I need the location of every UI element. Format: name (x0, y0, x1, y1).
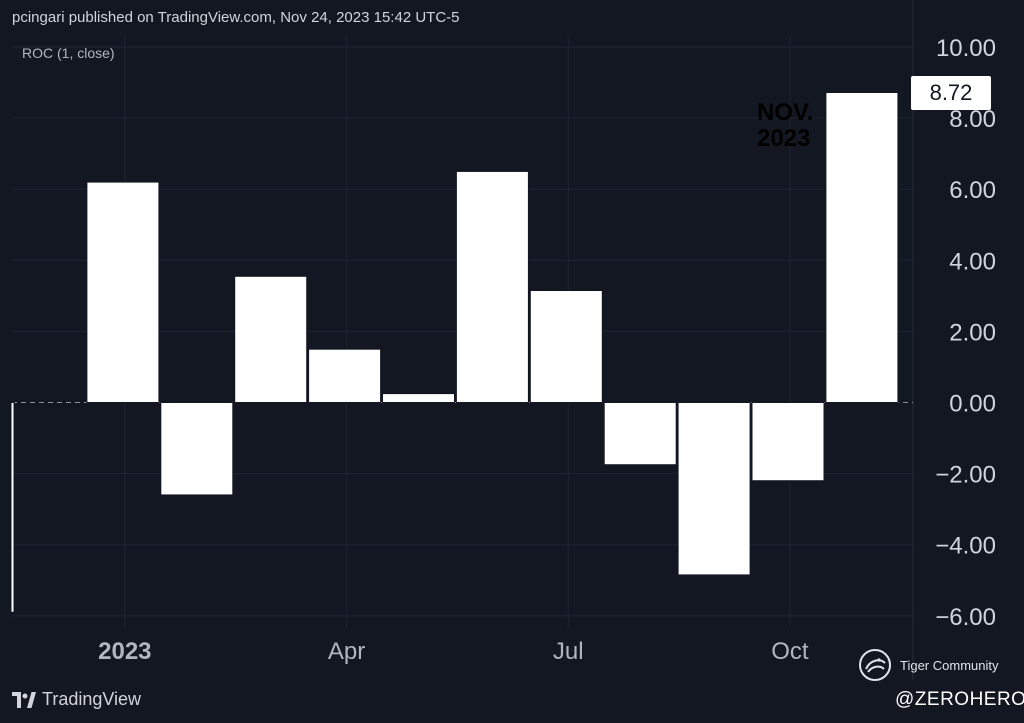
y-tick-label: 0.00 (949, 391, 996, 418)
bar-sep-2023 (677, 402, 751, 576)
y-tick-label: 2.00 (949, 319, 996, 346)
y-tick-label: 6.00 (949, 177, 996, 204)
bar-apr-2023 (308, 348, 382, 403)
bar-annotation: NOV. 2023 (757, 100, 813, 152)
bar-may-2023 (382, 393, 455, 403)
y-tick-label: 8.00 (949, 106, 996, 133)
bar-jul-2023 (529, 290, 603, 403)
bar-feb-2023 (160, 402, 234, 496)
tiger-logo-icon (859, 649, 891, 681)
y-tick-label: 10.00 (936, 35, 996, 62)
y-tick-label: 4.00 (949, 248, 996, 275)
x-tick-label: Oct (771, 638, 809, 665)
annotation-month: NOV. (757, 99, 814, 126)
tiger-community-watermark: Tiger Community (858, 648, 998, 682)
bar-jan-2023 (86, 181, 160, 403)
annotation-year: 2023 (757, 125, 811, 152)
watermark-text: Tiger Community (900, 657, 999, 673)
tradingview-logo-icon (12, 691, 36, 708)
x-tick-label: Apr (328, 638, 365, 665)
bar-dec-2022 (10, 402, 15, 613)
x-tick-label: Jul (553, 638, 584, 665)
y-tick-label: −4.00 (935, 533, 996, 560)
bar-nov-2023 (825, 92, 899, 403)
bar-jun-2023 (455, 170, 529, 403)
indicator-label[interactable]: ROC (1, close) (22, 45, 115, 61)
tradingview-brand[interactable]: TradingView (12, 689, 141, 710)
x-tick-label: 2023 (98, 638, 151, 665)
last-value-label: 8.72 (911, 76, 991, 110)
bar-oct-2023 (751, 402, 825, 482)
bar-mar-2023 (234, 275, 308, 403)
author-handle: @ZEROHERO (895, 689, 1024, 710)
y-tick-label: −6.00 (935, 604, 996, 631)
y-tick-label: −2.00 (935, 462, 996, 489)
tradingview-brand-label: TradingView (42, 689, 142, 709)
publish-info: pcingari published on TradingView.com, N… (12, 9, 460, 26)
bar-aug-2023 (603, 402, 677, 466)
